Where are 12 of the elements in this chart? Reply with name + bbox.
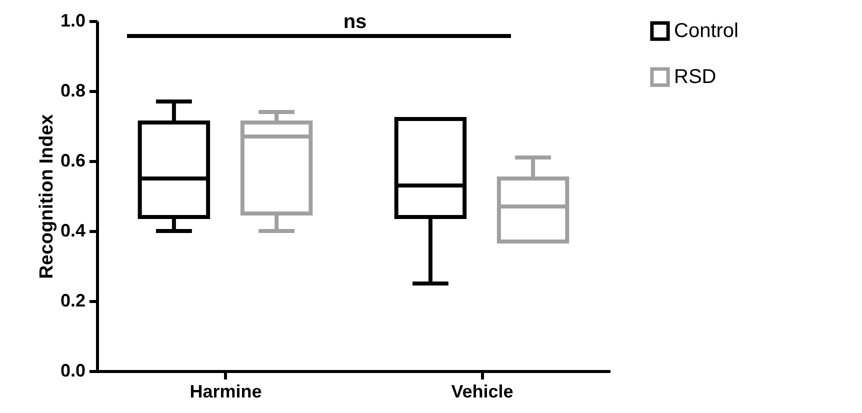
y-tick-label: 1.0 [60,10,86,30]
y-tick-label: 0.6 [60,150,86,170]
y-tick-label: 0.0 [60,360,86,380]
y-axis-title: Recognition Index [36,114,58,279]
x-tick-label: Vehicle [451,382,514,402]
legend-label: RSD [674,66,716,88]
legend-label: Control [674,20,738,42]
y-tick-label: 0.8 [60,80,86,100]
y-tick-label: 0.4 [60,220,86,240]
y-tick-label: 0.2 [60,290,86,310]
x-tick-label: Harmine [190,382,262,402]
annotation: ns [343,11,367,33]
